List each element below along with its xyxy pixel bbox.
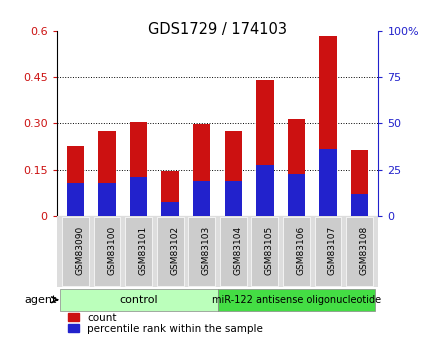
Text: GSM83106: GSM83106 <box>296 226 305 275</box>
Bar <box>287 119 304 216</box>
Text: miR-122 antisense oligonucleotide: miR-122 antisense oligonucleotide <box>211 295 380 305</box>
Text: agent: agent <box>25 295 57 305</box>
Bar <box>224 180 241 216</box>
Bar <box>193 124 210 216</box>
FancyBboxPatch shape <box>93 217 120 286</box>
FancyBboxPatch shape <box>188 217 215 286</box>
Bar <box>98 131 115 216</box>
FancyBboxPatch shape <box>62 217 89 286</box>
Bar <box>319 36 336 216</box>
Bar <box>130 122 147 216</box>
Text: GSM83105: GSM83105 <box>264 226 273 275</box>
Text: GSM83101: GSM83101 <box>138 226 147 275</box>
Bar <box>130 177 147 216</box>
Bar <box>224 131 241 216</box>
FancyBboxPatch shape <box>156 217 183 286</box>
Legend: count, percentile rank within the sample: count, percentile rank within the sample <box>68 313 262 334</box>
Text: control: control <box>119 295 158 305</box>
Bar <box>67 183 84 216</box>
Text: GSM83104: GSM83104 <box>233 226 242 275</box>
Text: GSM83102: GSM83102 <box>170 226 179 275</box>
FancyBboxPatch shape <box>345 217 372 286</box>
FancyBboxPatch shape <box>217 289 375 311</box>
Bar <box>161 202 178 216</box>
Bar <box>256 80 273 216</box>
Bar <box>98 183 115 216</box>
Bar <box>350 195 367 216</box>
FancyBboxPatch shape <box>125 217 151 286</box>
Text: GDS1729 / 174103: GDS1729 / 174103 <box>148 22 286 37</box>
Text: GSM83107: GSM83107 <box>327 226 336 275</box>
Bar <box>287 174 304 216</box>
FancyBboxPatch shape <box>219 217 246 286</box>
Bar <box>161 171 178 216</box>
FancyBboxPatch shape <box>314 217 341 286</box>
Bar <box>67 146 84 216</box>
FancyBboxPatch shape <box>251 217 278 286</box>
Text: GSM83108: GSM83108 <box>358 226 368 275</box>
Bar <box>350 149 367 216</box>
Text: GSM83100: GSM83100 <box>107 226 116 275</box>
Bar <box>256 165 273 216</box>
FancyBboxPatch shape <box>283 217 309 286</box>
Text: GSM83090: GSM83090 <box>76 226 84 275</box>
Bar <box>319 149 336 216</box>
Bar <box>193 180 210 216</box>
Text: GSM83103: GSM83103 <box>201 226 210 275</box>
FancyBboxPatch shape <box>59 289 217 311</box>
